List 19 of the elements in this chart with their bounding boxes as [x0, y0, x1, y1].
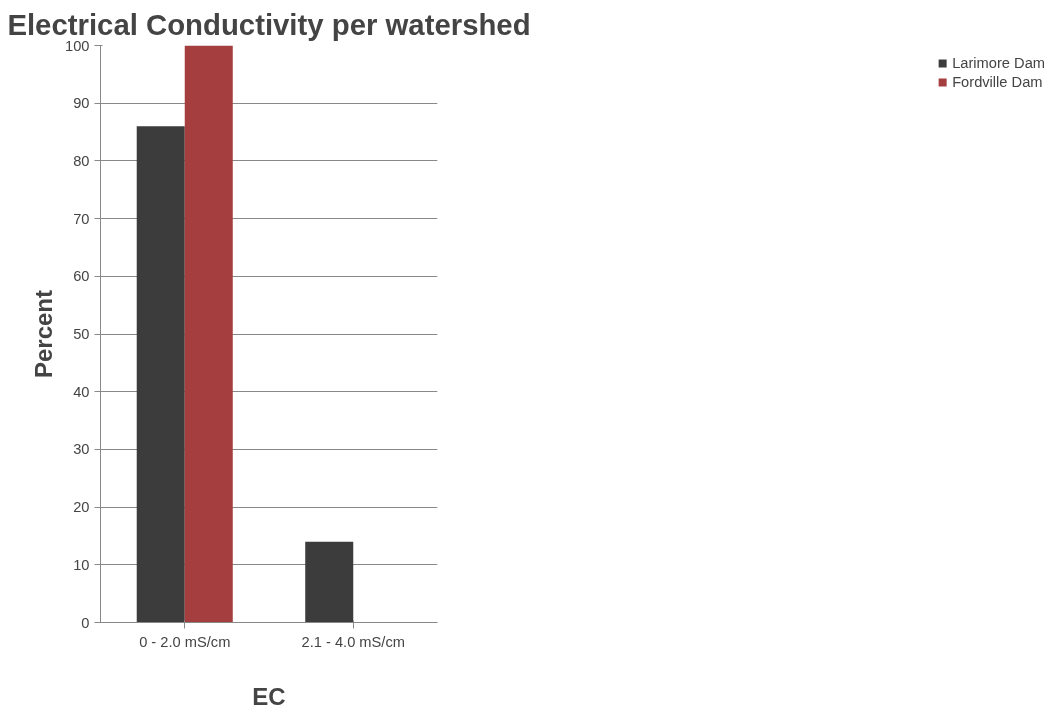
y-tick-label: 70	[73, 210, 90, 227]
x-axis-title: EC	[252, 682, 286, 710]
y-tick-label: 80	[73, 152, 90, 169]
y-tick-label: 50	[73, 326, 90, 342]
y-axis-title: Percent	[30, 289, 58, 379]
bar	[136, 126, 185, 623]
x-tick-label: 2.1 - 4.0 mS/cm	[301, 633, 405, 650]
legend-label: Larimore Dam	[952, 55, 1045, 71]
y-tick-label: 60	[73, 268, 90, 285]
y-tick-label: 10	[73, 556, 90, 573]
y-tick-label: 0	[81, 614, 90, 631]
legend-label: Fordville Dam	[952, 74, 1043, 90]
y-tick-label: 30	[73, 441, 90, 458]
y-tick-label: 20	[73, 499, 90, 516]
bar	[305, 541, 354, 623]
bar	[184, 45, 233, 623]
y-tick-label: 40	[73, 383, 90, 400]
y-tick-label: 90	[73, 95, 90, 112]
x-tick-label: 0 - 2.0 mS/cm	[139, 633, 231, 650]
